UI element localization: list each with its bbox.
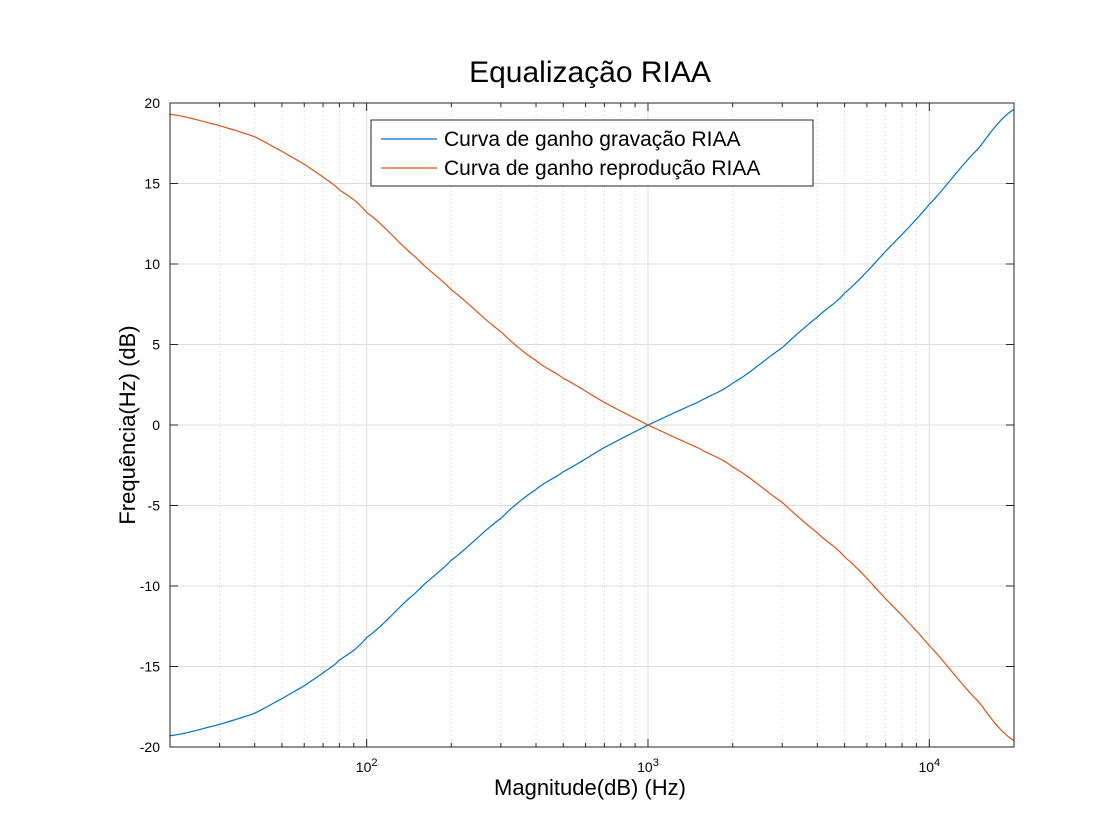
- chart-title: Equalização RIAA: [469, 56, 711, 89]
- y-tick-label: -10: [140, 578, 160, 594]
- legend-label-recording: Curva de ganho gravação RIAA: [444, 128, 741, 151]
- series-recording-curve: [169, 108, 1015, 737]
- grid-lines: [169, 102, 1015, 748]
- x-axis-label: Magnitude(dB) (Hz): [494, 775, 686, 800]
- y-tick-label: 20: [144, 95, 160, 111]
- axis-ticks: [169, 102, 1015, 748]
- legend-box: [370, 119, 814, 187]
- series-playback-curve: [169, 113, 1015, 742]
- legend-label-playback: Curva de ganho reprodução RIAA: [444, 157, 760, 180]
- y-tick-label: 0: [152, 417, 160, 433]
- x-tick-label: 102: [356, 757, 378, 775]
- y-tick-label: 10: [144, 256, 160, 272]
- y-tick-label: 5: [152, 337, 160, 353]
- plot-series: [169, 108, 1015, 742]
- x-tick-label: 103: [637, 757, 659, 775]
- y-tick-label: -20: [140, 739, 160, 755]
- y-tick-label: -5: [148, 498, 161, 514]
- x-tick-label: 104: [918, 757, 940, 775]
- y-axis-label: Frequência(Hz) (dB): [115, 325, 140, 524]
- y-tick-label: -15: [140, 659, 160, 675]
- axis-tick-labels: -20 -15 -10 -5 0 5 10 15 20 102 103 104: [140, 95, 940, 775]
- y-tick-label: 15: [144, 176, 160, 192]
- legend: Curva de ganho gravação RIAA Curva de ga…: [370, 119, 814, 187]
